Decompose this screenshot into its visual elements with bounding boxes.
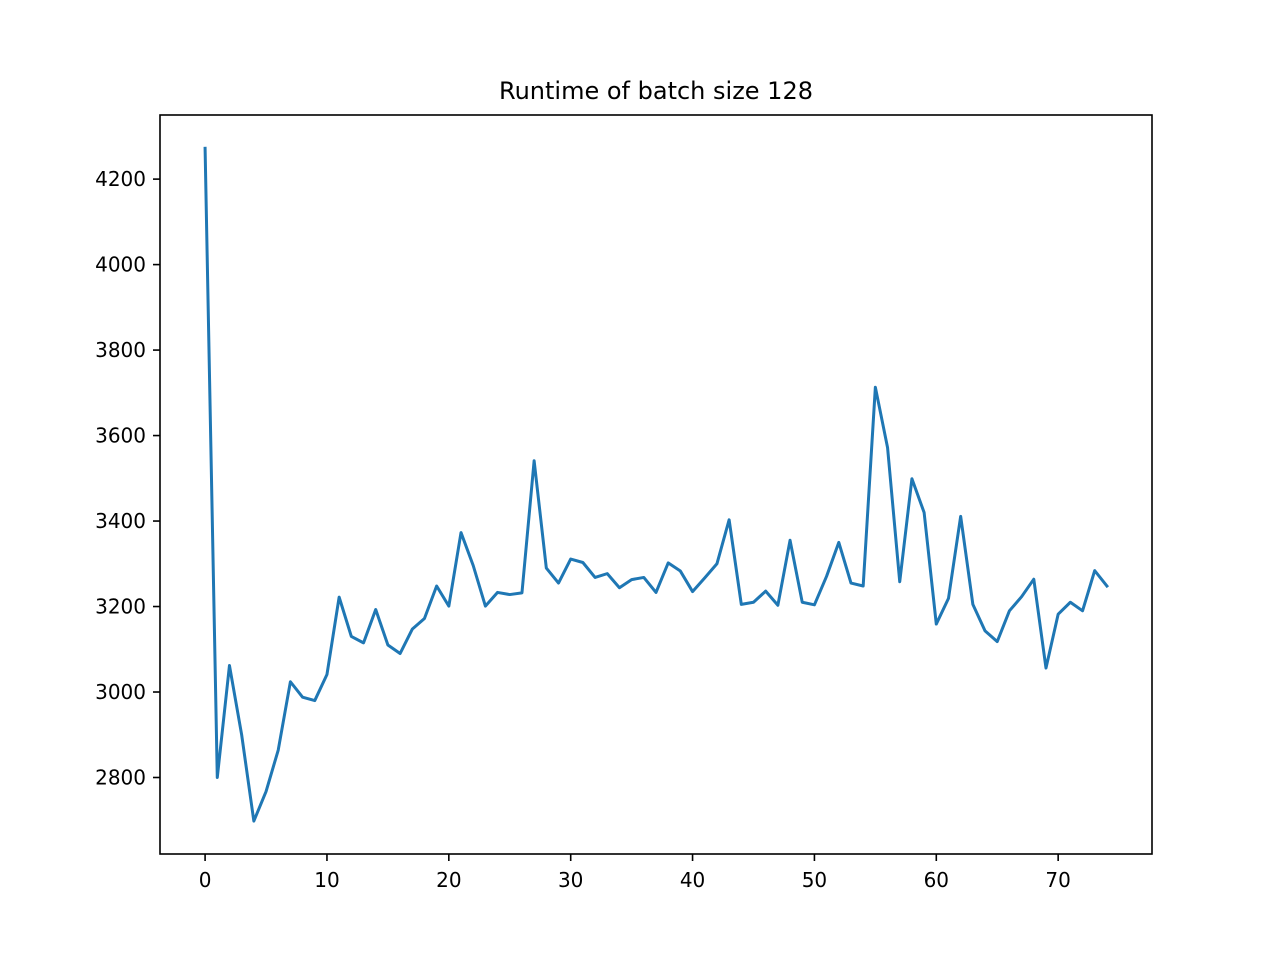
x-tick-label: 70 [1045,868,1070,892]
x-tick-label: 0 [199,868,212,892]
x-tick-label: 60 [924,868,949,892]
x-tick-label: 30 [558,868,583,892]
x-tick-label: 10 [314,868,339,892]
y-tick-label: 3600 [95,424,146,448]
y-tick-label: 4000 [95,253,146,277]
x-tick-label: 40 [680,868,705,892]
plot-area [203,146,1110,823]
y-tick-label: 2800 [95,765,146,789]
y-tick-label: 3800 [95,338,146,362]
y-axis: 2800 3000 3200 3400 3600 3800 4000 4200 [95,167,160,789]
x-axis: 0 10 20 30 40 50 60 70 [199,854,1071,892]
chart-title: Runtime of batch size 128 [499,77,813,105]
y-tick-label: 4200 [95,167,146,191]
series-line-1 [203,146,1110,823]
axes-frame [159,114,1153,855]
y-tick-label: 3200 [95,595,146,619]
x-tick-label: 20 [436,868,461,892]
x-tick-label: 50 [802,868,827,892]
y-tick-label: 3400 [95,509,146,533]
y-tick-label: 3000 [95,680,146,704]
